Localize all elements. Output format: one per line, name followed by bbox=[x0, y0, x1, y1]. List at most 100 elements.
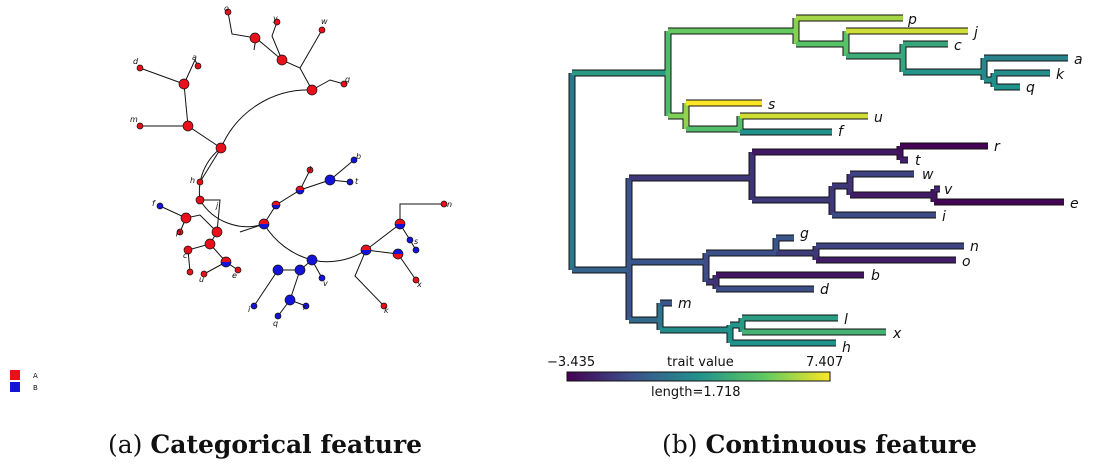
tip-label-l: l bbox=[309, 165, 312, 174]
tree-node-circle bbox=[306, 84, 318, 96]
tree-node bbox=[346, 178, 354, 186]
tree-node bbox=[306, 254, 318, 266]
tip-label-g: g bbox=[345, 75, 350, 84]
tree-node bbox=[440, 200, 448, 208]
tip-label-s: s bbox=[768, 97, 775, 113]
tree-node bbox=[306, 166, 314, 174]
tree-node bbox=[350, 156, 358, 164]
tree-node bbox=[136, 64, 144, 72]
tree-node-circle bbox=[318, 26, 326, 34]
tip-label-v: v bbox=[323, 279, 328, 288]
tree-node-circle bbox=[346, 178, 354, 186]
circular-tree-nodes bbox=[136, 8, 448, 320]
legend-label-a: A bbox=[33, 372, 38, 380]
tree-node-outline bbox=[271, 200, 281, 210]
tree-node-circle bbox=[204, 238, 216, 250]
colorbar-gradient bbox=[566, 371, 831, 382]
tree-node bbox=[220, 256, 232, 268]
tree-node-circle bbox=[340, 80, 348, 88]
tip-label-d: d bbox=[820, 282, 829, 298]
tip-label-b: b bbox=[871, 268, 880, 284]
tree-node-outline bbox=[295, 185, 305, 195]
tip-label-a: a bbox=[1074, 52, 1083, 68]
tip-label-b: b bbox=[356, 152, 361, 161]
panel-b-continuous-tree: p j c a k q s u f r t w v e i g n o b d … bbox=[547, 12, 1083, 400]
tree-node-circle bbox=[412, 276, 420, 284]
tip-label-x: x bbox=[892, 326, 902, 342]
tip-label-d: d bbox=[133, 57, 139, 66]
tree-node-circle bbox=[273, 18, 281, 26]
tree-node bbox=[215, 142, 227, 154]
tree-node-circle bbox=[380, 302, 388, 310]
tip-label-o: o bbox=[962, 254, 971, 270]
caption-b-prefix: (b) bbox=[662, 430, 698, 459]
tip-label-c: c bbox=[954, 38, 962, 54]
legend-swatch-a bbox=[10, 370, 20, 380]
tree-node-top-half bbox=[296, 186, 304, 190]
tree-node bbox=[258, 218, 270, 230]
circular-tree-tip-labels: o y w d a g m h l f p c u e j s b t i n … bbox=[130, 4, 452, 328]
tree-node-circle bbox=[306, 254, 318, 266]
tree-node-circle bbox=[276, 54, 288, 66]
tree-node-circle bbox=[200, 270, 208, 278]
tree-node-top-half bbox=[395, 219, 405, 224]
tree-node-circle bbox=[294, 264, 306, 276]
tree-node-circle bbox=[250, 302, 258, 310]
tree-node-bottom-half bbox=[259, 224, 269, 229]
legend-label-b: B bbox=[33, 384, 38, 392]
tip-label-h: h bbox=[190, 176, 195, 185]
tree-node-top-half bbox=[221, 257, 231, 262]
tree-node-circle bbox=[234, 266, 242, 274]
tree-node-outline bbox=[392, 248, 404, 260]
tree-node-circle bbox=[249, 32, 261, 44]
tree-node-outline bbox=[360, 244, 372, 256]
tree-node-circle bbox=[182, 120, 194, 132]
tree-node bbox=[274, 312, 282, 320]
tree-node bbox=[271, 200, 281, 210]
tip-label-j: j bbox=[215, 201, 219, 210]
tree-node bbox=[272, 264, 284, 276]
tree-node-circle bbox=[412, 246, 420, 254]
tree-node bbox=[360, 244, 372, 256]
tip-label-w: w bbox=[922, 167, 934, 183]
tree-node-circle bbox=[224, 8, 232, 16]
tree-node-circle bbox=[186, 268, 194, 276]
tree-node-bottom-half bbox=[296, 190, 304, 194]
tip-label-r: r bbox=[994, 139, 1001, 155]
tree-node-circle bbox=[302, 302, 310, 310]
tree-node-circle bbox=[183, 245, 193, 255]
tip-label-m: m bbox=[130, 115, 138, 124]
tree-node-bottom-half bbox=[393, 254, 403, 259]
tip-label-a: a bbox=[192, 53, 197, 62]
tip-label-l: l bbox=[844, 312, 848, 328]
tree-node-bottom-half bbox=[221, 262, 231, 267]
tip-label-i: i bbox=[248, 305, 251, 314]
tree-node-circle bbox=[176, 228, 184, 236]
tree-node-circle bbox=[284, 294, 296, 306]
tip-label-g: g bbox=[800, 226, 809, 242]
caption-a: (a) Categorical feature bbox=[108, 430, 422, 459]
tip-label-p: p bbox=[907, 12, 917, 28]
tree-node-circle bbox=[194, 62, 202, 70]
tree-node bbox=[186, 268, 194, 276]
tree-node bbox=[294, 264, 306, 276]
tree-node bbox=[324, 174, 336, 186]
tree-node bbox=[412, 276, 420, 284]
tree-node-circle bbox=[318, 274, 326, 282]
tree-node-top-half bbox=[272, 201, 280, 205]
tip-label-s: s bbox=[414, 237, 418, 246]
tree-node-circle bbox=[272, 264, 284, 276]
tip-label-v: v bbox=[944, 182, 953, 198]
tip-label-y: y bbox=[272, 14, 278, 23]
tree-node-circle bbox=[215, 142, 227, 154]
tip-label-r: r bbox=[303, 303, 307, 312]
caption-a-title: Categorical feature bbox=[150, 430, 423, 459]
caption-b-title: Continuous feature bbox=[705, 430, 977, 459]
tree-node bbox=[412, 246, 420, 254]
tree-node bbox=[306, 84, 318, 96]
tree-node bbox=[178, 78, 190, 90]
colorbar-title: trait value bbox=[667, 355, 734, 370]
tree-node bbox=[295, 185, 305, 195]
colorbar-length-label: length=1.718 bbox=[651, 385, 741, 400]
tip-label-e: e bbox=[1070, 196, 1079, 212]
